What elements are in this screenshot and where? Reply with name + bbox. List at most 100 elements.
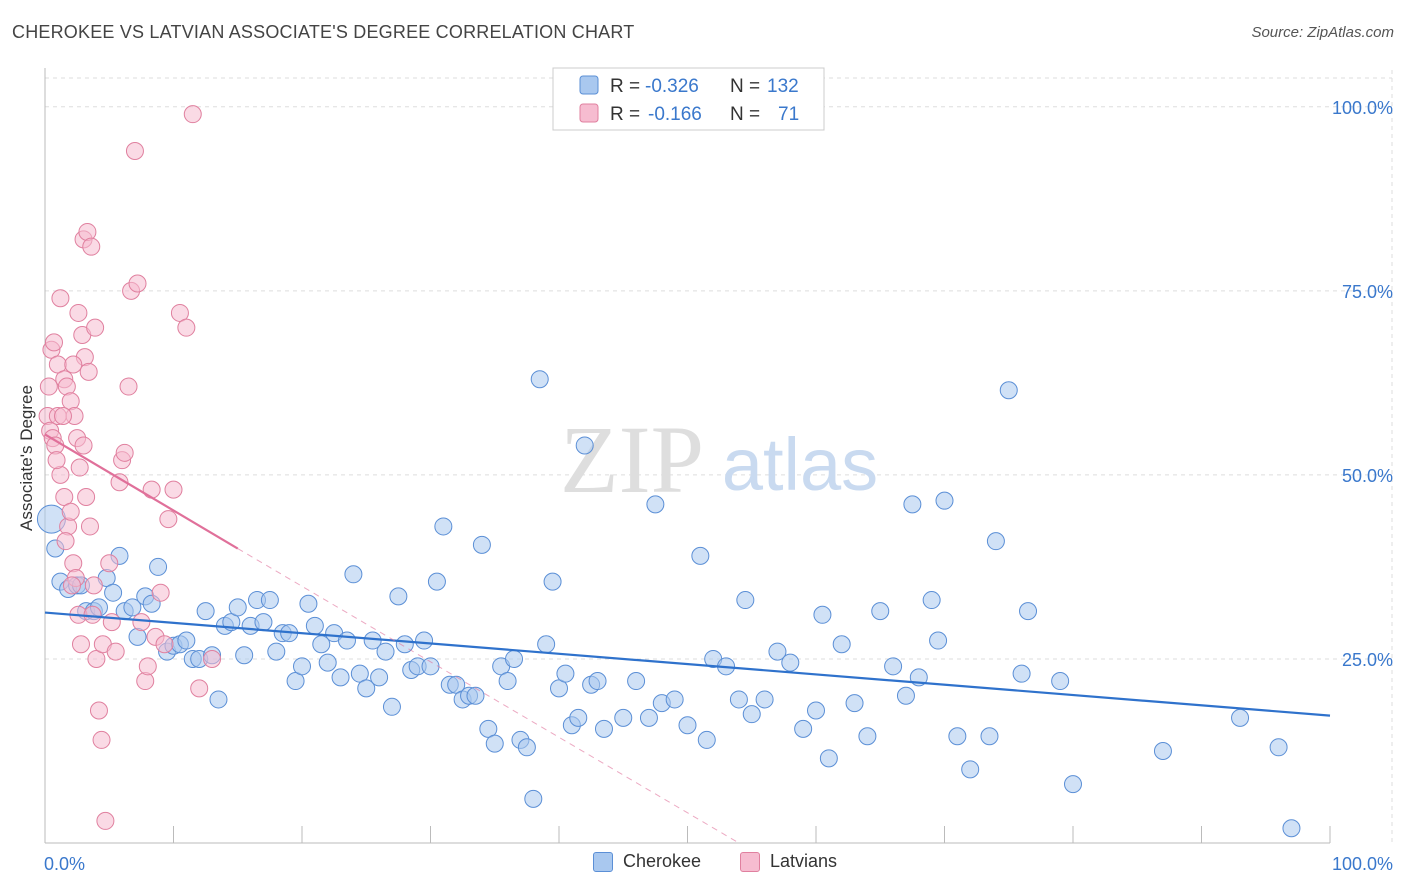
latvian-point bbox=[119, 377, 138, 396]
latvian-point bbox=[151, 583, 170, 602]
latvian-point bbox=[51, 465, 70, 484]
grid bbox=[45, 70, 1393, 843]
watermark-atlas: atlas bbox=[722, 423, 878, 506]
cherokee-swatch bbox=[593, 851, 613, 872]
cherokee-point bbox=[228, 598, 247, 617]
cherokee-point bbox=[588, 672, 607, 691]
latvian-point bbox=[84, 576, 103, 595]
trend-line-latvians-2 bbox=[237, 548, 740, 844]
bottom-legend: Cherokee Latvians bbox=[0, 851, 1406, 879]
cherokee-point bbox=[627, 672, 646, 691]
cherokee-point bbox=[466, 686, 485, 705]
latvian-point bbox=[82, 237, 101, 256]
source-label: Source: ZipAtlas.com bbox=[1251, 24, 1394, 41]
legend-r-value-1: -0.326 bbox=[645, 76, 699, 97]
latvian-point bbox=[39, 377, 58, 396]
latvian-point bbox=[61, 502, 80, 521]
latvians-legend-label: Latvians bbox=[770, 851, 838, 871]
latvian-point bbox=[71, 635, 90, 654]
bottom-legend-item-latvians[interactable]: Latvians bbox=[740, 851, 837, 872]
cherokee-point bbox=[305, 616, 324, 635]
cherokee-point bbox=[813, 605, 832, 624]
cherokee-point bbox=[986, 532, 1005, 551]
cherokee-point bbox=[980, 727, 999, 746]
cherokee-point bbox=[123, 598, 142, 617]
trend-line-cherokee-0 bbox=[44, 611, 1331, 717]
cherokee-point bbox=[357, 679, 376, 698]
cherokee-point bbox=[794, 719, 813, 738]
cherokee-point bbox=[254, 613, 273, 632]
x-tick-label-max: 100.0% bbox=[1332, 854, 1393, 874]
latvian-point bbox=[51, 289, 70, 308]
cherokee-point bbox=[472, 535, 491, 554]
cherokee-point bbox=[517, 738, 536, 757]
bottom-legend-item-cherokee[interactable]: Cherokee bbox=[593, 851, 701, 872]
cherokee-point bbox=[543, 572, 562, 591]
cherokee-point bbox=[556, 664, 575, 683]
latvian-point bbox=[53, 407, 72, 426]
cherokee-point bbox=[948, 727, 967, 746]
cherokee-point bbox=[729, 690, 748, 709]
cherokee-point bbox=[260, 591, 279, 610]
cherokee-point bbox=[524, 789, 543, 808]
y-tick-label-1: 50.0% bbox=[1342, 466, 1393, 486]
cherokee-point bbox=[678, 716, 697, 735]
cherokee-point bbox=[434, 517, 453, 536]
latvian-point bbox=[57, 377, 76, 396]
cherokee-point bbox=[594, 719, 613, 738]
latvian-point bbox=[83, 605, 102, 624]
cherokee-point bbox=[537, 635, 556, 654]
latvian-point bbox=[92, 730, 111, 749]
legend-swatch-latvians bbox=[579, 103, 599, 123]
legend-r-label-2: R = bbox=[610, 104, 640, 125]
chart-title: CHEROKEE VS LATVIAN ASSOCIATE'S DEGREE C… bbox=[12, 22, 635, 42]
latvian-point bbox=[64, 355, 83, 374]
latvian-point bbox=[203, 649, 222, 668]
latvian-point bbox=[190, 679, 209, 698]
cherokee-point bbox=[235, 646, 254, 665]
latvian-point bbox=[115, 443, 134, 462]
latvian-point bbox=[74, 436, 93, 455]
trend-line-latvians-1 bbox=[44, 433, 239, 550]
cherokee-point bbox=[819, 749, 838, 768]
cherokee-point bbox=[331, 668, 350, 687]
trend-lines bbox=[44, 433, 1331, 844]
legend-swatch-cherokee bbox=[579, 75, 599, 95]
latvian-point bbox=[80, 517, 99, 536]
cherokee-point bbox=[376, 642, 395, 661]
latvian-point bbox=[132, 613, 151, 632]
cherokee-point bbox=[871, 602, 890, 621]
cherokee-point bbox=[1051, 672, 1070, 691]
cherokee-point bbox=[395, 635, 414, 654]
cherokee-point bbox=[196, 602, 215, 621]
latvian-point bbox=[125, 141, 144, 160]
legend-n-value-2: 71 bbox=[778, 104, 799, 125]
cherokee-point bbox=[505, 649, 524, 668]
cherokee-point bbox=[742, 705, 761, 724]
y-tick-label-2: 75.0% bbox=[1342, 282, 1393, 302]
cherokee-point bbox=[1231, 708, 1250, 727]
cherokee-point bbox=[691, 546, 710, 565]
cherokee-point bbox=[1269, 738, 1288, 757]
cherokee-point bbox=[485, 734, 504, 753]
latvian-point bbox=[159, 510, 178, 529]
cherokee-point bbox=[370, 668, 389, 687]
cherokee-point bbox=[421, 657, 440, 676]
latvian-points bbox=[38, 105, 222, 830]
latvian-point bbox=[164, 480, 183, 499]
legend-n-label-2: N = bbox=[730, 104, 760, 125]
cherokee-point bbox=[961, 760, 980, 779]
latvian-point bbox=[155, 635, 174, 654]
latvian-point bbox=[177, 318, 196, 337]
cherokee-point bbox=[736, 591, 755, 610]
latvian-point bbox=[59, 517, 78, 536]
cherokee-point bbox=[807, 701, 825, 720]
latvian-point bbox=[183, 105, 202, 124]
cherokee-point bbox=[903, 495, 922, 514]
latvian-point bbox=[56, 532, 75, 551]
cherokee-point bbox=[1282, 819, 1301, 838]
cherokee-point bbox=[293, 657, 311, 676]
cherokee-point bbox=[209, 690, 228, 709]
cherokee-point bbox=[415, 631, 434, 650]
cherokee-point bbox=[382, 697, 401, 716]
